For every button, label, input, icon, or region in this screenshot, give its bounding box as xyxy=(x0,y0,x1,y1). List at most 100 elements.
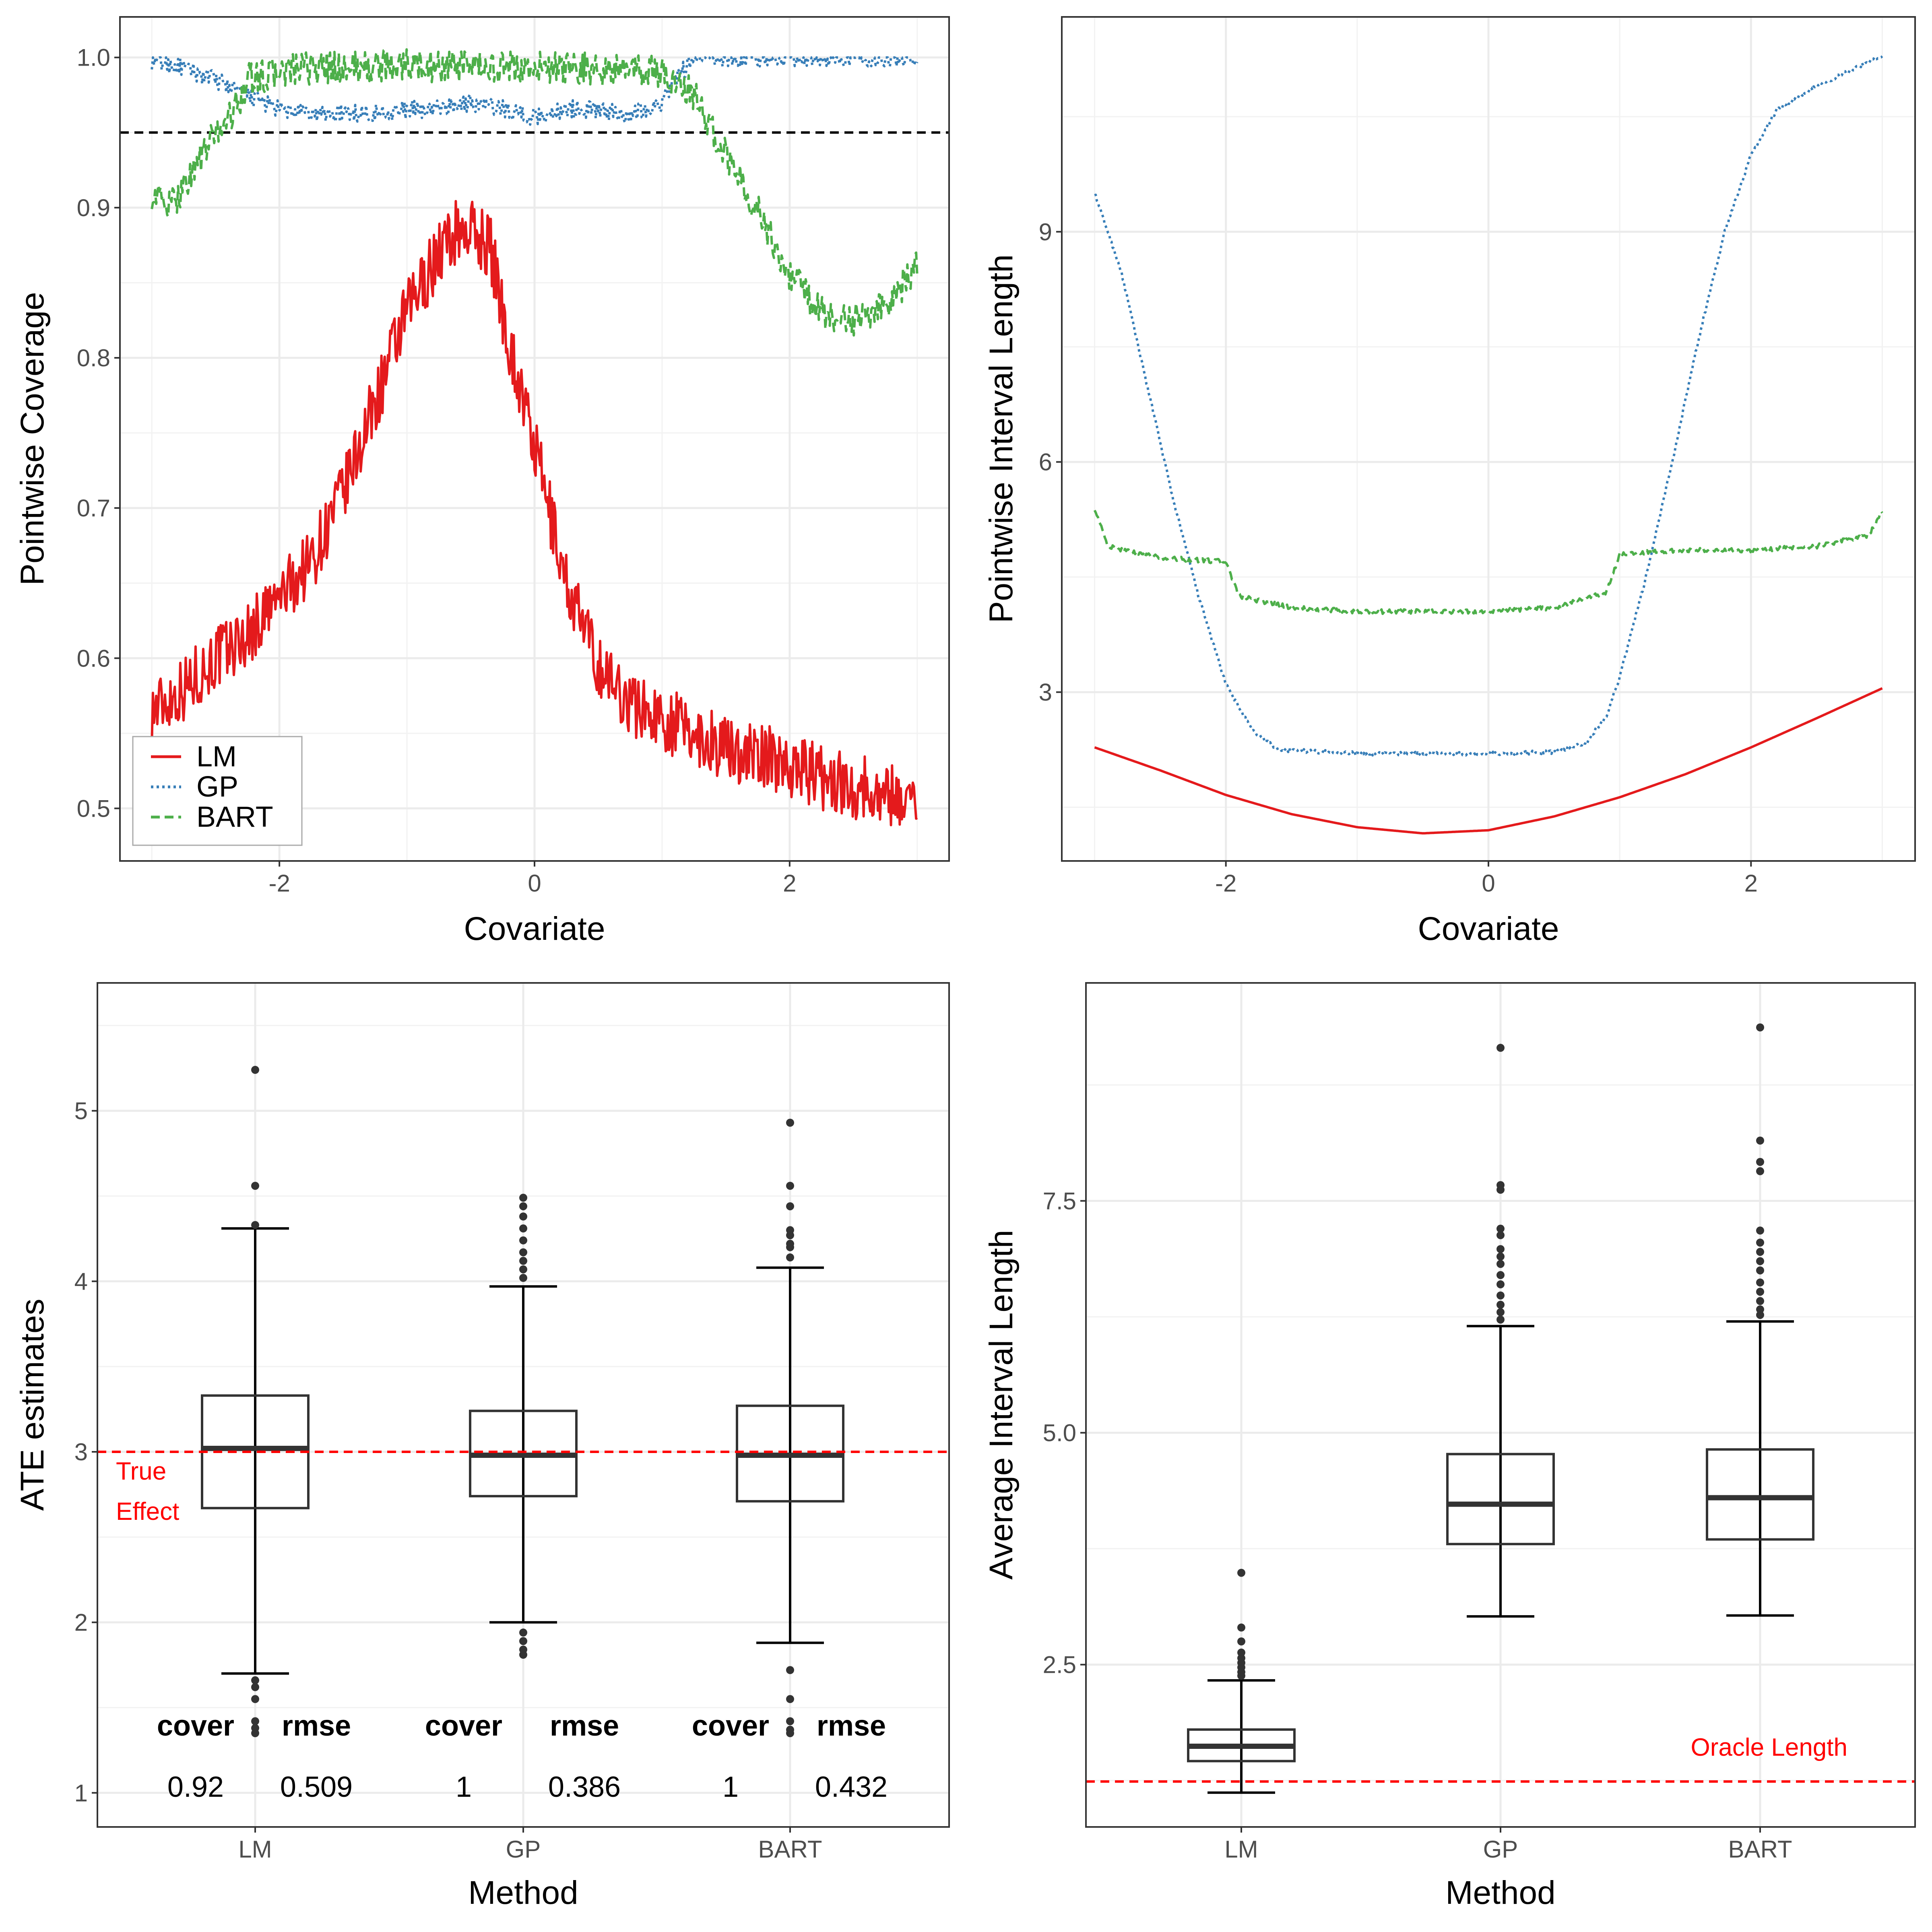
outlier-point-bart xyxy=(1756,1288,1764,1296)
coverage-y-axis-title: Pointwise Coverage xyxy=(14,292,51,585)
outlier-point-bart xyxy=(786,1202,794,1210)
ate-y-axis-title: ATE estimates xyxy=(14,1298,51,1511)
outlier-point-bart xyxy=(1756,1311,1764,1319)
y-tick-label: 9 xyxy=(1039,219,1052,246)
x-tick-label: GP xyxy=(1483,1836,1518,1863)
y-tick-label: 0.8 xyxy=(77,345,110,372)
stat-rmse-header: rmse xyxy=(282,1710,351,1742)
x-tick-label: 2 xyxy=(783,870,796,897)
outlier-point-gp xyxy=(519,1629,527,1637)
outlier-point-bart xyxy=(786,1729,794,1737)
outlier-point-gp xyxy=(519,1265,527,1274)
outlier-point-bart xyxy=(1756,1238,1764,1247)
outlier-point-gp xyxy=(519,1202,527,1210)
outlier-point-gp xyxy=(1496,1280,1505,1288)
y-tick-label: 1.0 xyxy=(77,44,110,71)
outlier-point-bart xyxy=(1756,1023,1764,1032)
avg-interval-y-axis-title: Average Interval Length xyxy=(983,1230,1020,1579)
legend-label-bart: BART xyxy=(196,801,273,833)
legend-label-gp: GP xyxy=(196,771,238,803)
outlier-point-gp xyxy=(1496,1271,1505,1279)
stat-rmse-header: rmse xyxy=(550,1710,619,1742)
outlier-point-gp xyxy=(519,1193,527,1202)
legend-label-lm: LM xyxy=(196,741,237,773)
true-effect-label-line1: True xyxy=(116,1457,166,1485)
outlier-point-bart xyxy=(1756,1226,1764,1235)
outlier-point-gp xyxy=(519,1212,527,1221)
true-effect-label-line2: Effect xyxy=(116,1498,179,1525)
avg-interval-panel: LM GP BART 2.55.07.5 Oracle Length Method … xyxy=(983,982,1916,1911)
x-tick-label: 0 xyxy=(528,870,541,897)
x-tick-label: -2 xyxy=(268,870,290,897)
x-tick-label: GP xyxy=(506,1836,541,1863)
outlier-point-bart xyxy=(786,1253,794,1262)
coverage-x-axis-title: Covariate xyxy=(464,910,605,947)
outlier-point-bart xyxy=(1756,1297,1764,1305)
outlier-point-bart xyxy=(786,1243,794,1251)
outlier-point-lm xyxy=(251,1717,259,1726)
outlier-point-bart xyxy=(1756,1158,1764,1166)
outlier-point-bart xyxy=(786,1717,794,1726)
outlier-point-bart xyxy=(1756,1248,1764,1256)
x-tick-label: -2 xyxy=(1215,870,1236,897)
outlier-point-bart xyxy=(786,1119,794,1127)
series-line-bart xyxy=(1093,510,1883,615)
coverage-panel: -2 0 2 0.5 0.6 0.7 0.8 0.9 1.0 Covariate Pointw… xyxy=(14,16,950,947)
y-tick-label: 0.6 xyxy=(77,645,110,672)
outlier-point-gp xyxy=(1496,1185,1505,1194)
stat-cover-value: 0.92 xyxy=(167,1771,224,1803)
y-tick-label: 1 xyxy=(74,1779,88,1806)
y-tick-label: 0.7 xyxy=(77,495,110,522)
outlier-point-gp xyxy=(1496,1224,1505,1233)
outlier-point-bart xyxy=(786,1182,794,1190)
y-tick-label: 4 xyxy=(74,1268,88,1295)
outlier-point-gp xyxy=(519,1274,527,1282)
outlier-point-lm xyxy=(1237,1569,1245,1577)
stat-cover-header: cover xyxy=(692,1710,769,1742)
outlier-point-bart xyxy=(1756,1278,1764,1287)
outlier-point-gp xyxy=(519,1248,527,1257)
outlier-point-bart xyxy=(1756,1305,1764,1314)
box-gp xyxy=(1446,1453,1555,1546)
stat-cover-header: cover xyxy=(425,1710,502,1742)
outlier-point-gp xyxy=(1496,1252,1505,1261)
outlier-point-lm xyxy=(1237,1672,1245,1680)
outlier-point-gp xyxy=(519,1236,527,1245)
y-tick-label: 2.5 xyxy=(1043,1651,1076,1678)
outlier-point-bart xyxy=(786,1695,794,1703)
interval-length-x-axis-title: Covariate xyxy=(1418,910,1559,947)
y-tick-label: 5.0 xyxy=(1043,1420,1076,1447)
outlier-point-lm xyxy=(251,1676,259,1684)
series-line-bart xyxy=(151,48,919,337)
outlier-point-lm xyxy=(251,1066,259,1074)
avg-interval-x-axis-title: Method xyxy=(1445,1874,1556,1911)
oracle-length-label: Oracle Length xyxy=(1691,1734,1847,1761)
series-line-lm xyxy=(1094,687,1883,835)
y-tick-label: 7.5 xyxy=(1043,1188,1076,1215)
outlier-point-gp xyxy=(1496,1308,1505,1317)
stat-cover-value: 1 xyxy=(456,1771,472,1803)
x-tick-label: BART xyxy=(1728,1836,1792,1863)
y-tick-label: 2 xyxy=(74,1609,88,1636)
ate-x-axis-title: Method xyxy=(468,1874,578,1911)
outlier-point-lm xyxy=(251,1695,259,1703)
outlier-point-gp xyxy=(519,1224,527,1233)
outlier-point-bart xyxy=(1756,1136,1764,1145)
outlier-point-gp xyxy=(1496,1231,1505,1239)
y-tick-label: 0.9 xyxy=(77,194,110,221)
outlier-point-bart xyxy=(786,1666,794,1674)
x-tick-label: BART xyxy=(758,1836,822,1863)
outlier-point-gp xyxy=(519,1637,527,1645)
outlier-point-bart xyxy=(1756,1257,1764,1265)
outlier-point-lm xyxy=(251,1683,259,1691)
x-tick-label: 0 xyxy=(1482,870,1495,897)
x-tick-label: 2 xyxy=(1744,870,1758,897)
outlier-point-gp xyxy=(1496,1044,1505,1052)
legend-box xyxy=(132,736,303,846)
outlier-point-bart xyxy=(1756,1167,1764,1175)
y-tick-label: 5 xyxy=(74,1098,88,1125)
series-line-lm xyxy=(151,200,918,826)
outlier-point-gp xyxy=(1496,1300,1505,1309)
ate-panel: LM GP BART 1 2 3 4 5 cover rmse 0.92 0.509 cover rm… xyxy=(14,982,950,1911)
